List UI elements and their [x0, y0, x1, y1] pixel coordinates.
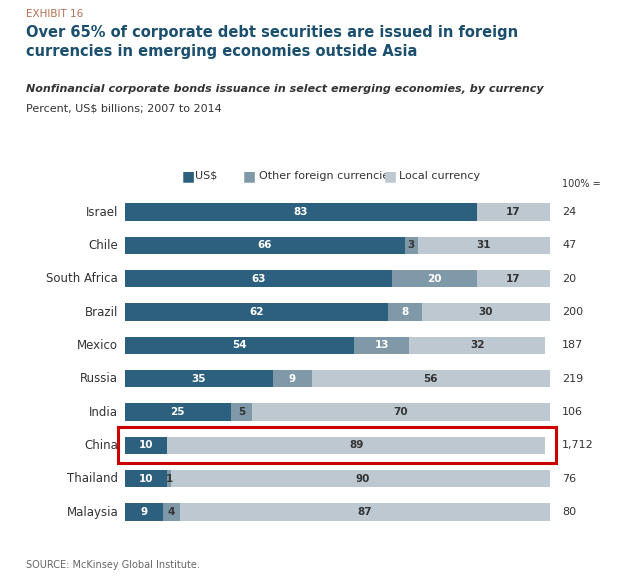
Bar [477, 270, 550, 287]
Text: 10: 10 [139, 440, 153, 451]
Bar [125, 403, 231, 421]
Text: EXHIBIT 16: EXHIBIT 16 [26, 9, 83, 18]
Text: India: India [89, 406, 118, 418]
Text: 32: 32 [470, 340, 484, 350]
Text: 25: 25 [171, 407, 185, 417]
Bar [231, 403, 252, 421]
Text: 20: 20 [562, 273, 576, 284]
Bar [125, 237, 405, 254]
Bar [405, 237, 418, 254]
Text: 8: 8 [401, 307, 409, 317]
Text: Percent, US$ billions; 2007 to 2014: Percent, US$ billions; 2007 to 2014 [26, 104, 221, 114]
Text: 54: 54 [232, 340, 247, 350]
Bar [354, 337, 410, 354]
Text: 66: 66 [258, 241, 272, 250]
Bar [180, 503, 550, 520]
Bar [388, 304, 422, 321]
Text: 70: 70 [394, 407, 408, 417]
Text: Brazil: Brazil [85, 306, 118, 319]
Text: 62: 62 [249, 307, 263, 317]
Bar [252, 403, 550, 421]
Text: 10: 10 [139, 474, 153, 484]
Bar [392, 270, 477, 287]
Text: ■: ■ [182, 169, 196, 183]
Text: 1: 1 [166, 474, 173, 484]
Bar [273, 370, 312, 387]
Text: Local currency: Local currency [399, 171, 481, 181]
Text: 106: 106 [562, 407, 583, 417]
Bar [410, 337, 545, 354]
Bar [167, 470, 171, 488]
Bar [477, 204, 550, 221]
Text: 187: 187 [562, 340, 583, 350]
Text: 5: 5 [238, 407, 245, 417]
Text: Nonfinancial corporate bonds issuance in select emerging economies, by currency: Nonfinancial corporate bonds issuance in… [26, 84, 543, 93]
Text: 89: 89 [349, 440, 364, 451]
Text: 17: 17 [506, 273, 521, 284]
Text: Over 65% of corporate debt securities are issued in foreign
currencies in emergi: Over 65% of corporate debt securities ar… [26, 25, 518, 59]
Text: 87: 87 [357, 507, 372, 517]
Text: SOURCE: McKinsey Global Institute.: SOURCE: McKinsey Global Institute. [26, 560, 199, 570]
Text: 83: 83 [294, 207, 308, 217]
Bar [422, 304, 550, 321]
Text: ■: ■ [243, 169, 256, 183]
Text: China: China [84, 439, 118, 452]
Bar [312, 370, 550, 387]
Text: 35: 35 [192, 374, 206, 384]
Bar [125, 437, 167, 454]
Bar [125, 304, 388, 321]
Text: 47: 47 [562, 241, 576, 250]
Text: 90: 90 [355, 474, 370, 484]
Bar [125, 337, 354, 354]
Text: 20: 20 [427, 273, 442, 284]
Text: 17: 17 [506, 207, 521, 217]
Bar [125, 270, 392, 287]
Text: 63: 63 [251, 273, 266, 284]
Text: Other foreign currencies: Other foreign currencies [259, 171, 395, 181]
Text: 13: 13 [374, 340, 389, 350]
Text: Thailand: Thailand [67, 472, 118, 485]
Text: 30: 30 [479, 307, 493, 317]
Text: 80: 80 [562, 507, 576, 517]
Bar [125, 503, 163, 520]
Text: Israel: Israel [86, 205, 118, 219]
Text: 31: 31 [477, 241, 491, 250]
Text: 3: 3 [408, 241, 415, 250]
Text: 24: 24 [562, 207, 576, 217]
Text: Mexico: Mexico [77, 339, 118, 352]
Bar [171, 470, 554, 488]
Text: 9: 9 [289, 374, 296, 384]
Text: 9: 9 [140, 507, 148, 517]
Text: 1,712: 1,712 [562, 440, 594, 451]
Text: 76: 76 [562, 474, 576, 484]
Text: 219: 219 [562, 374, 583, 384]
Text: 100% =: 100% = [562, 179, 601, 189]
Text: ■: ■ [383, 169, 397, 183]
Bar [167, 437, 545, 454]
Bar [163, 503, 180, 520]
Text: Russia: Russia [81, 372, 118, 385]
Bar [125, 370, 273, 387]
Text: South Africa: South Africa [47, 272, 118, 285]
Bar [418, 237, 550, 254]
Text: Chile: Chile [88, 239, 118, 252]
Text: 4: 4 [167, 507, 175, 517]
Text: US$: US$ [195, 171, 217, 181]
Bar [125, 204, 477, 221]
Text: Malaysia: Malaysia [66, 505, 118, 519]
Bar [125, 470, 167, 488]
Text: 200: 200 [562, 307, 583, 317]
Text: 56: 56 [423, 374, 438, 384]
